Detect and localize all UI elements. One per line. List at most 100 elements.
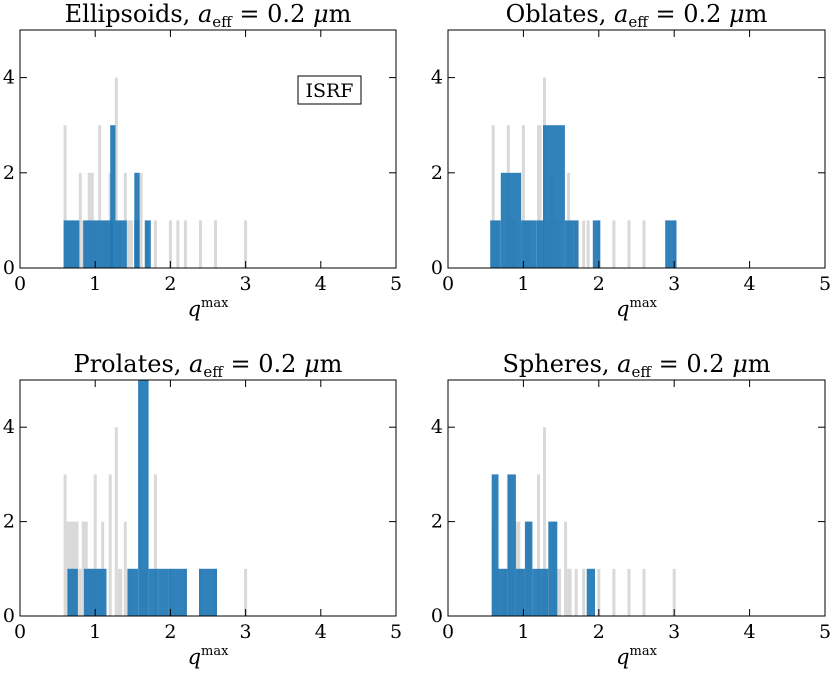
histogram-bar	[665, 220, 677, 268]
histogram-bar	[168, 220, 172, 268]
series-highlighted	[63, 125, 151, 268]
chart-title: Ellipsoids, aeff = 0.2 μm	[65, 0, 352, 31]
x-tick-label: 3	[668, 273, 680, 295]
histogram-bar	[491, 474, 499, 616]
histogram-bar	[127, 568, 138, 616]
y-tick-label: 2	[3, 162, 15, 184]
y-tick-label: 0	[3, 605, 15, 627]
y-tick-label: 0	[431, 257, 443, 279]
x-tick-label: 4	[315, 273, 327, 295]
histogram-bar	[153, 474, 157, 616]
title-subscript: eff	[203, 363, 224, 381]
chart-panel-4: 0 1 2 3 4 5 0 2 4 Spheres, aeff = 0.2 μm qmax	[431, 350, 830, 669]
histogram-bar	[597, 568, 601, 616]
histogram-bar	[548, 521, 558, 616]
histogram-bar	[642, 220, 646, 268]
y-tick-label: 2	[3, 511, 15, 533]
histogram-bar	[83, 568, 107, 616]
histogram-bar	[114, 77, 118, 268]
x-axis-label: qmax	[616, 644, 658, 669]
histogram-bar	[536, 220, 544, 268]
x-tick-label: 4	[744, 273, 756, 295]
x-tick-label: 1	[89, 621, 101, 643]
histogram-bar	[138, 172, 143, 268]
chart-title: Oblates, aeff = 0.2 μm	[506, 0, 768, 31]
histogram-bar	[183, 220, 187, 268]
x-tick-label: 5	[819, 621, 830, 643]
chart-title: Spheres, aeff = 0.2 μm	[502, 350, 770, 381]
histogram-bar	[507, 474, 516, 616]
histogram-bar	[627, 220, 631, 268]
histogram-bar	[244, 568, 248, 616]
title-unit: m	[329, 0, 352, 28]
x-axis-label: qmax	[188, 644, 230, 669]
title-value: = 0.2	[651, 350, 732, 378]
histogram-bar	[515, 568, 525, 616]
histogram-bar	[586, 220, 590, 268]
histogram-bar	[524, 521, 533, 616]
title-shape: Ellipsoids,	[65, 0, 198, 28]
histogram-bar	[214, 220, 217, 268]
x-tick-label: 0	[14, 621, 26, 643]
histogram-bar	[490, 220, 501, 268]
histogram-bar	[115, 220, 127, 268]
series-highlighted	[67, 380, 217, 616]
x-tick-label: 2	[593, 273, 605, 295]
chart-title: Prolates, aeff = 0.2 μm	[74, 350, 343, 381]
histogram-bar	[67, 568, 78, 616]
histogram-bar	[555, 568, 562, 616]
y-tick-label: 0	[3, 257, 15, 279]
histogram-bar	[627, 568, 631, 616]
x-tick-label: 0	[442, 273, 454, 295]
title-shape: Spheres,	[502, 350, 617, 378]
title-a: a	[189, 350, 203, 378]
title-value: = 0.2	[648, 0, 729, 28]
title-unit: m	[748, 350, 771, 378]
y-tick-label: 4	[3, 67, 15, 89]
histogram-bar	[134, 220, 140, 268]
histogram-bar	[543, 125, 565, 268]
title-value: = 0.2	[232, 0, 313, 28]
histogram-bar	[176, 220, 180, 268]
annotation-box	[297, 75, 362, 105]
title-a: a	[198, 0, 212, 28]
x-tick-label: 1	[89, 273, 101, 295]
x-tick-label: 4	[315, 621, 327, 643]
histogram-bar	[148, 568, 159, 616]
x-label-superscript: max	[201, 296, 229, 311]
histogram-bar	[500, 172, 522, 268]
title-subscript: eff	[628, 13, 649, 31]
x-label-base: q	[188, 297, 201, 321]
histogram-bar	[199, 220, 202, 268]
title-value: = 0.2	[223, 350, 304, 378]
y-tick-label: 4	[431, 416, 443, 438]
x-label-superscript: max	[630, 644, 658, 659]
x-label-base: q	[616, 297, 629, 321]
x-label-superscript: max	[201, 644, 229, 659]
x-tick-label: 5	[390, 273, 402, 295]
histogram-bar	[199, 568, 217, 616]
histogram-bar	[612, 220, 616, 268]
histogram-bar	[117, 568, 123, 616]
histogram-bar	[126, 220, 133, 268]
histogram-bar	[98, 125, 102, 268]
histogram-bar	[567, 568, 572, 616]
histogram-bar	[573, 220, 579, 268]
series-highlighted	[491, 474, 595, 616]
chart-panel-3: 0 1 2 3 4 5 0 2 4 Prolates, aeff = 0.2 μm qmax	[3, 350, 402, 669]
histogram-bar	[153, 220, 157, 268]
title-mu: μ	[304, 350, 320, 378]
axes-frame	[19, 29, 397, 269]
x-axis-label: qmax	[188, 296, 230, 321]
histogram-bar	[592, 220, 601, 268]
histogram-bar	[586, 568, 595, 616]
histogram-bar	[582, 220, 586, 268]
histogram-bar	[168, 568, 187, 616]
histogram-bar	[537, 474, 540, 616]
histogram-bar	[63, 474, 67, 616]
histogram-bar	[543, 427, 546, 616]
x-label-base: q	[188, 645, 201, 669]
y-tick-label: 4	[3, 416, 15, 438]
histogram-bar	[672, 568, 676, 616]
